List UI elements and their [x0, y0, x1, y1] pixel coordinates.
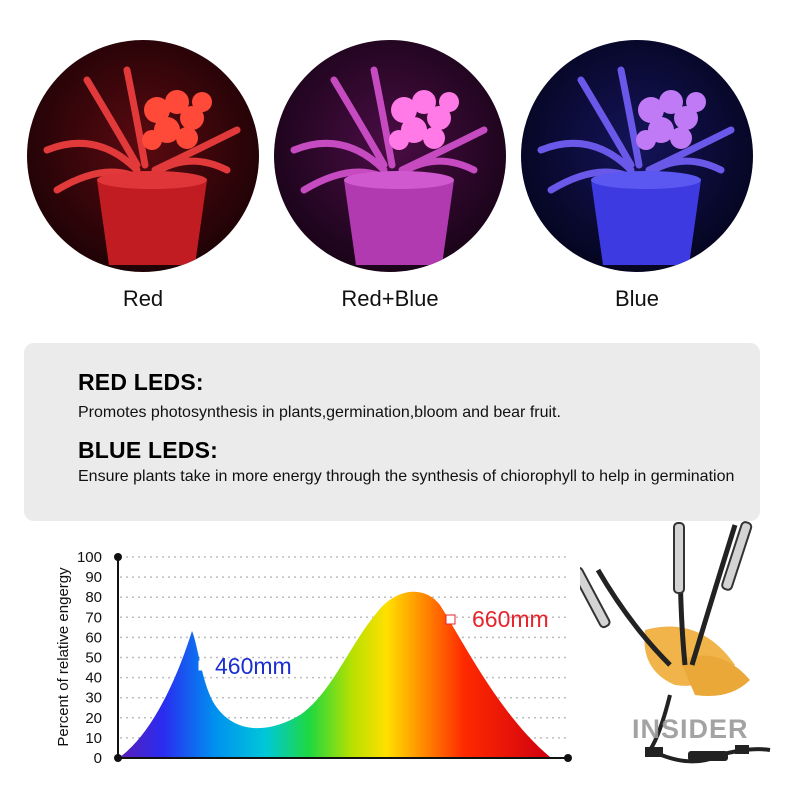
y-tick-label: 0: [94, 750, 102, 767]
caption-red: Red: [122, 286, 164, 311]
red-blue-light-plant-photo: [274, 40, 506, 272]
y-tick-label: 60: [85, 629, 102, 646]
marker-660: [445, 614, 456, 625]
blue-light-plant-photo: [521, 40, 753, 272]
blue-leds-title: BLUE LEDS:: [78, 437, 218, 463]
origin-dot: [114, 754, 122, 762]
y-tick-label: 10: [85, 730, 102, 747]
led-info-panel: RED LEDS: Promotes photosynthesis in pla…: [24, 343, 760, 521]
y-axis-top-dot: [114, 553, 122, 561]
y-tick-label: 30: [85, 690, 102, 707]
brand-watermark: INSIDER: [632, 714, 749, 744]
y-axis-label: Percent of relative engergy: [55, 567, 72, 747]
y-tick-label: 100: [77, 549, 102, 566]
spectrum-chart: 0 10 20 30 40 50 60 70 80 90 100 Percent of relati…: [55, 549, 572, 767]
red-light-plant-photo: [27, 40, 259, 272]
annotation-660: 660mm: [472, 606, 549, 632]
red-leds-title: RED LEDS:: [78, 369, 204, 395]
spectrum-curve: [120, 591, 550, 757]
y-tick-label: 70: [85, 609, 102, 626]
red-leds-description: Promotes photosynthesis in plants,germin…: [78, 404, 561, 421]
y-tick-label: 40: [85, 670, 102, 687]
y-tick-label: 20: [85, 710, 102, 727]
caption-blue: Blue: [614, 286, 660, 311]
y-tick-label: 50: [85, 650, 102, 667]
blue-leds-description: Ensure plants take in more energy throug…: [78, 468, 735, 485]
grow-lamp-product-image: [580, 521, 771, 764]
caption-red-blue: Red+Blue: [341, 286, 439, 311]
annotation-460: 460mm: [215, 653, 292, 679]
y-tick-label: 90: [85, 569, 102, 586]
marker-460: [198, 660, 209, 671]
y-tick-label: 80: [85, 589, 102, 606]
x-axis-end-dot: [564, 754, 572, 762]
